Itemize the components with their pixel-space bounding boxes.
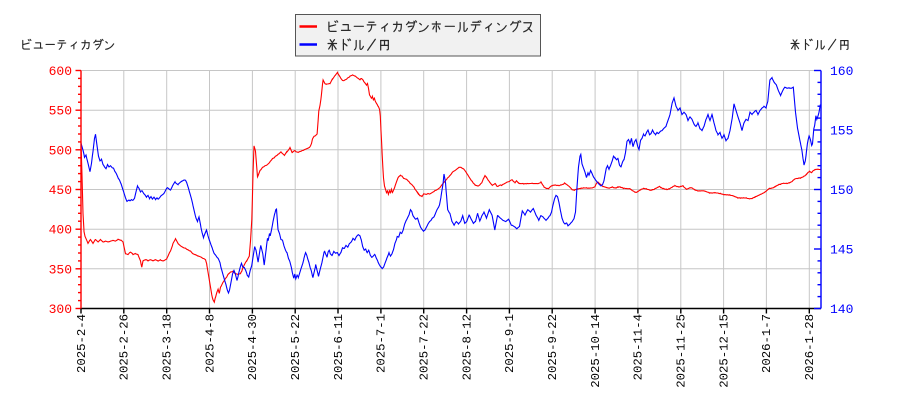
svg-text:550: 550 xyxy=(49,104,72,119)
svg-text:350: 350 xyxy=(49,262,72,277)
svg-text:2025-5-22: 2025-5-22 xyxy=(289,314,303,380)
svg-text:2025-11-25: 2025-11-25 xyxy=(675,314,689,388)
svg-text:145: 145 xyxy=(830,243,853,258)
svg-text:2025-12-15: 2025-12-15 xyxy=(717,314,731,388)
svg-text:2025-4-8: 2025-4-8 xyxy=(203,314,217,373)
svg-text:140: 140 xyxy=(830,302,853,317)
svg-text:2025-6-11: 2025-6-11 xyxy=(332,314,346,380)
svg-text:2025-2-26: 2025-2-26 xyxy=(118,314,132,380)
svg-text:500: 500 xyxy=(49,143,72,158)
svg-text:2026-1-28: 2026-1-28 xyxy=(803,314,817,380)
svg-text:2026-1-7: 2026-1-7 xyxy=(760,314,774,373)
svg-text:155: 155 xyxy=(830,124,853,139)
svg-text:300: 300 xyxy=(49,302,72,317)
svg-text:600: 600 xyxy=(49,64,72,79)
svg-text:2025-10-14: 2025-10-14 xyxy=(589,314,603,388)
svg-text:2025-3-18: 2025-3-18 xyxy=(161,314,175,380)
svg-text:2025-11-4: 2025-11-4 xyxy=(632,314,646,380)
svg-text:2025-7-1: 2025-7-1 xyxy=(375,314,389,373)
svg-text:160: 160 xyxy=(830,64,853,79)
svg-text:400: 400 xyxy=(49,223,72,238)
svg-text:2025-8-12: 2025-8-12 xyxy=(460,314,474,380)
svg-text:2025-9-1: 2025-9-1 xyxy=(503,314,517,373)
svg-text:2025-2-4: 2025-2-4 xyxy=(75,314,89,373)
svg-text:450: 450 xyxy=(49,183,72,198)
svg-text:150: 150 xyxy=(830,183,853,198)
svg-text:2025-9-22: 2025-9-22 xyxy=(546,314,560,380)
svg-text:2025-4-30: 2025-4-30 xyxy=(246,314,260,380)
svg-text:2025-7-22: 2025-7-22 xyxy=(418,314,432,380)
